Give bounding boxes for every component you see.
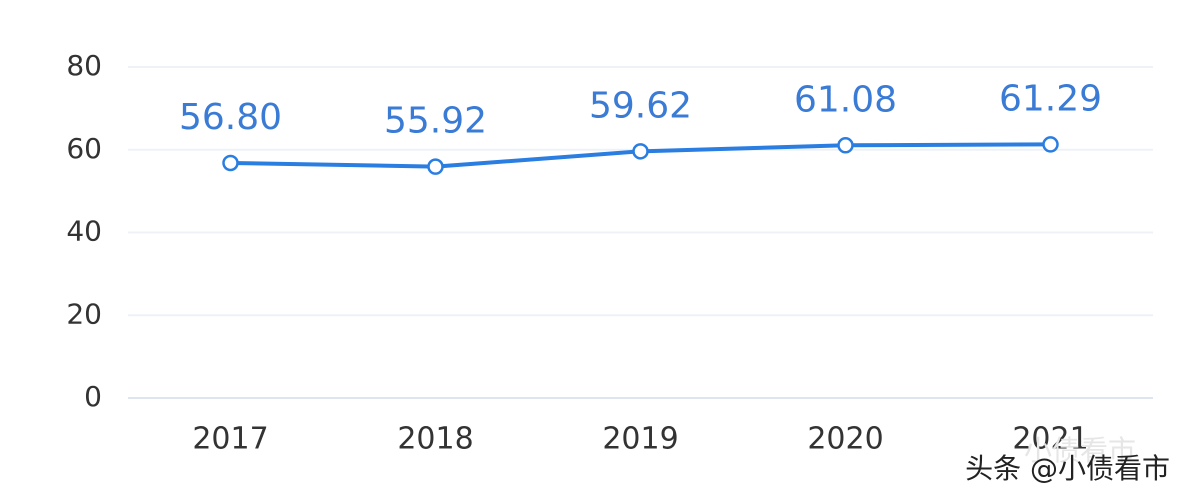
data-point — [222, 154, 239, 172]
x-tick-label: 2020 — [807, 422, 883, 457]
y-tick-label: 20 — [66, 297, 102, 330]
data-label: 61.08 — [794, 79, 897, 120]
y-tick-label: 80 — [66, 49, 102, 82]
x-tick-label: 2017 — [192, 422, 268, 457]
data-point — [1042, 136, 1059, 153]
x-tick-label: 2018 — [397, 422, 473, 457]
x-tick-label: 2021 — [1012, 422, 1088, 457]
data-point — [837, 137, 854, 154]
y-tick-label: 0 — [84, 380, 102, 413]
data-point — [427, 158, 444, 175]
data-label: 59.62 — [589, 85, 692, 126]
watermark: 小债看市 — [1024, 434, 1136, 467]
watermark: 头条 @小债看市 — [965, 452, 1170, 485]
data-label: 56.80 — [179, 97, 282, 138]
y-tick-label: 60 — [66, 132, 102, 165]
x-tick-label: 2019 — [602, 422, 678, 457]
data-point — [632, 143, 649, 160]
y-tick-label: 40 — [66, 215, 102, 248]
data-label: 55.92 — [384, 101, 487, 142]
data-label: 61.29 — [999, 78, 1102, 119]
